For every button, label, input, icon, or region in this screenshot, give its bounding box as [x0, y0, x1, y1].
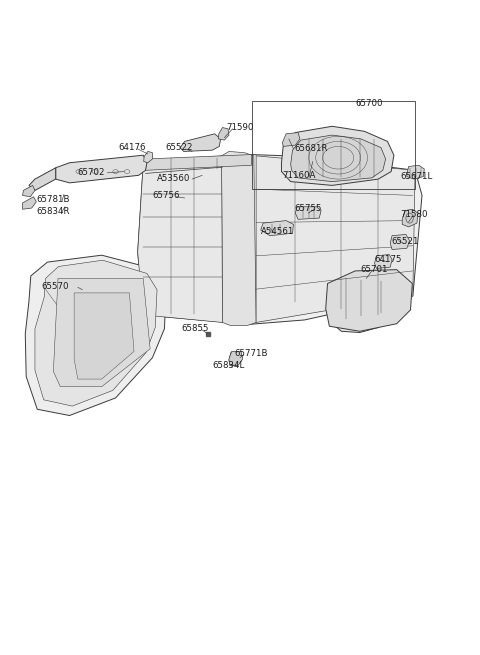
Polygon shape	[35, 260, 157, 406]
Text: 65834L: 65834L	[213, 361, 245, 369]
Polygon shape	[56, 155, 147, 183]
Polygon shape	[138, 156, 223, 322]
Text: A53560: A53560	[156, 174, 190, 183]
Polygon shape	[326, 222, 413, 333]
Polygon shape	[402, 210, 418, 227]
Text: 65701: 65701	[360, 265, 387, 274]
Text: 65781B: 65781B	[36, 195, 70, 204]
Polygon shape	[229, 351, 243, 365]
Bar	[252, 101, 415, 189]
Text: 65702: 65702	[78, 168, 106, 177]
Text: 65671L: 65671L	[400, 172, 432, 181]
Polygon shape	[74, 293, 134, 379]
Polygon shape	[374, 255, 392, 269]
Text: 65771B: 65771B	[234, 349, 268, 358]
Polygon shape	[145, 155, 252, 170]
Polygon shape	[261, 221, 293, 236]
Text: 65522: 65522	[166, 143, 193, 152]
Polygon shape	[138, 155, 422, 324]
Polygon shape	[23, 196, 36, 210]
Text: A54561: A54561	[261, 227, 294, 236]
Text: 65681R: 65681R	[294, 144, 328, 153]
Polygon shape	[180, 134, 221, 151]
Text: 64176: 64176	[118, 143, 145, 152]
Text: 65834R: 65834R	[36, 207, 70, 215]
Text: 65855: 65855	[181, 324, 209, 333]
Text: 71580: 71580	[400, 210, 428, 219]
Text: 65521: 65521	[391, 238, 419, 246]
Polygon shape	[282, 132, 300, 147]
Text: 64175: 64175	[374, 255, 402, 264]
Polygon shape	[53, 278, 150, 386]
Polygon shape	[407, 165, 424, 179]
Text: 71590: 71590	[226, 123, 254, 132]
Polygon shape	[25, 255, 166, 415]
Polygon shape	[29, 168, 56, 191]
Polygon shape	[229, 352, 242, 365]
Polygon shape	[291, 135, 385, 181]
Text: 71160A: 71160A	[282, 171, 316, 180]
Text: 65756: 65756	[153, 191, 180, 200]
Text: 65700: 65700	[355, 99, 383, 108]
Text: 65755: 65755	[294, 204, 322, 212]
Polygon shape	[144, 151, 153, 162]
Polygon shape	[218, 128, 229, 140]
Polygon shape	[390, 234, 409, 250]
Polygon shape	[222, 151, 256, 326]
Polygon shape	[326, 270, 412, 331]
Polygon shape	[256, 156, 415, 322]
Polygon shape	[23, 185, 35, 196]
Text: 65570: 65570	[41, 282, 69, 291]
Polygon shape	[281, 126, 394, 185]
Polygon shape	[295, 207, 321, 219]
